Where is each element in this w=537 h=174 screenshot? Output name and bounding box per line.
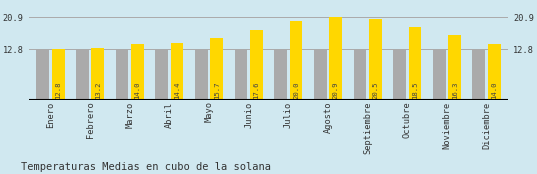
Text: 20.5: 20.5 bbox=[372, 81, 379, 99]
Bar bbox=[211, 38, 223, 100]
Text: 12.8: 12.8 bbox=[55, 81, 61, 99]
Bar bbox=[329, 17, 342, 100]
Bar bbox=[448, 35, 461, 100]
Text: 14.0: 14.0 bbox=[134, 81, 141, 99]
Bar bbox=[274, 49, 287, 100]
Text: 20.0: 20.0 bbox=[293, 81, 299, 99]
Text: 14.4: 14.4 bbox=[174, 81, 180, 99]
Bar bbox=[314, 49, 326, 100]
Text: 14.0: 14.0 bbox=[491, 81, 497, 99]
Bar bbox=[115, 49, 128, 100]
Bar bbox=[250, 30, 263, 100]
Bar bbox=[473, 49, 485, 100]
Text: 13.2: 13.2 bbox=[95, 81, 101, 99]
Bar bbox=[235, 49, 248, 100]
Text: 20.9: 20.9 bbox=[333, 81, 339, 99]
Bar bbox=[369, 19, 382, 100]
Text: 18.5: 18.5 bbox=[412, 81, 418, 99]
Bar bbox=[393, 49, 406, 100]
Bar bbox=[91, 48, 104, 100]
Text: 15.7: 15.7 bbox=[214, 81, 220, 99]
Bar bbox=[289, 21, 302, 100]
Bar bbox=[171, 43, 184, 100]
Bar bbox=[195, 49, 208, 100]
Bar bbox=[488, 44, 500, 100]
Text: 17.6: 17.6 bbox=[253, 81, 259, 99]
Bar bbox=[433, 49, 446, 100]
Bar bbox=[131, 44, 144, 100]
Bar bbox=[37, 49, 49, 100]
Bar bbox=[155, 49, 168, 100]
Bar bbox=[409, 27, 422, 100]
Bar bbox=[76, 49, 89, 100]
Bar bbox=[353, 49, 366, 100]
Text: Temperaturas Medias en cubo de la solana: Temperaturas Medias en cubo de la solana bbox=[21, 162, 272, 172]
Text: 16.3: 16.3 bbox=[452, 81, 458, 99]
Bar bbox=[52, 49, 64, 100]
